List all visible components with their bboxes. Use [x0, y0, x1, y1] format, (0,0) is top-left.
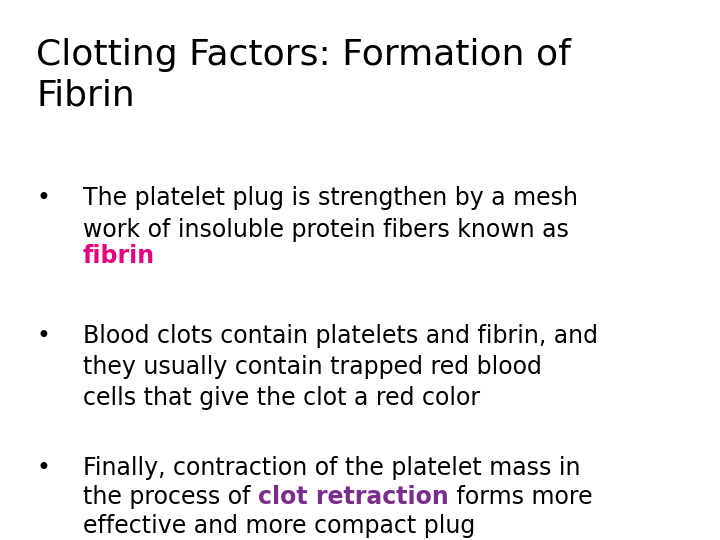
Text: clot retraction: clot retraction [258, 485, 449, 509]
Text: Clotting Factors: Formation of
Fibrin: Clotting Factors: Formation of Fibrin [36, 38, 571, 112]
Text: Blood clots contain platelets and fibrin, and
they usually contain trapped red b: Blood clots contain platelets and fibrin… [83, 324, 598, 410]
Text: the process of: the process of [83, 485, 258, 509]
Text: effective and more compact plug: effective and more compact plug [83, 514, 475, 537]
Text: fibrin: fibrin [83, 244, 155, 268]
Text: The platelet plug is strengthen by a mesh
work of insoluble protein fibers known: The platelet plug is strengthen by a mes… [83, 186, 577, 241]
Text: •: • [36, 324, 50, 348]
Text: Finally, contraction of the platelet mass in: Finally, contraction of the platelet mas… [83, 456, 580, 480]
Text: •: • [36, 456, 50, 480]
Text: •: • [36, 186, 50, 210]
Text: forms more: forms more [449, 485, 592, 509]
